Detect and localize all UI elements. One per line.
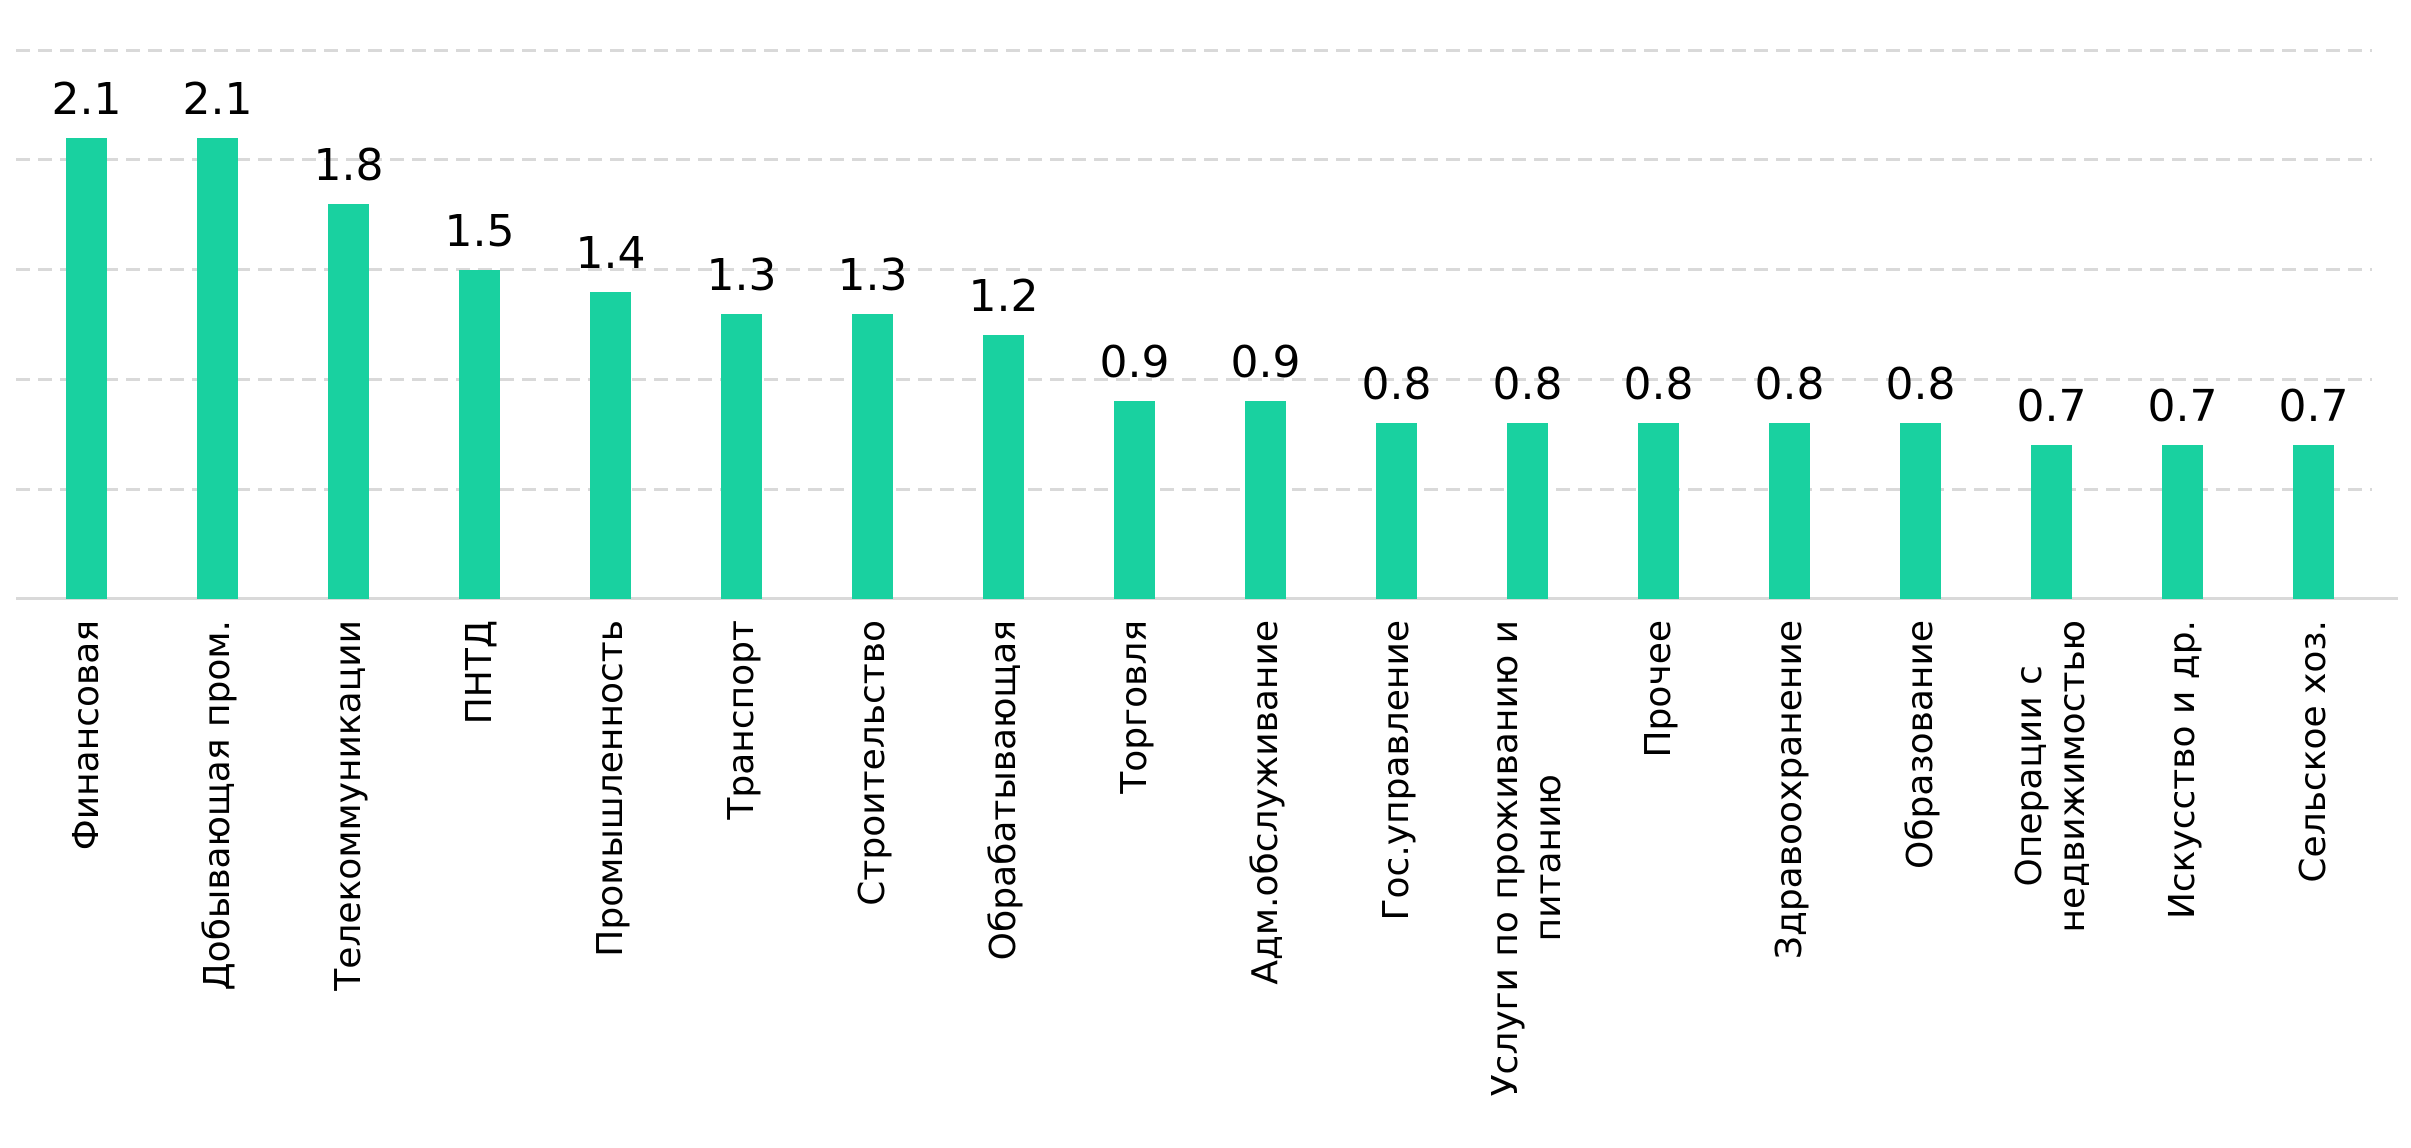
category-label: Торговля: [1113, 620, 1155, 794]
bar-value-label: 0.7: [2278, 380, 2349, 432]
bar: [66, 138, 107, 599]
bar: [1769, 423, 1810, 599]
category-cell: Адм.обслуживание: [1200, 602, 1331, 1148]
category-cell: Образование: [1855, 602, 1986, 1148]
gridline: [16, 158, 2372, 161]
category-cell: Искусство и др.: [2117, 602, 2248, 1148]
category-cell: Транспорт: [676, 602, 807, 1148]
category-cell: Строительство: [807, 602, 938, 1148]
bar: [1245, 401, 1286, 599]
bar-column: 1.3: [807, 0, 938, 599]
bar-value-label: 2.1: [182, 73, 253, 125]
bar-column: 1.5: [414, 0, 545, 599]
category-label: Промышленность: [589, 620, 631, 957]
category-label: ПНТД: [458, 620, 500, 725]
bar-value-label: 0.8: [1623, 358, 1694, 410]
category-label: Финансовая: [65, 620, 107, 851]
category-cell: Услуги по проживанию и питанию: [1462, 602, 1593, 1148]
category-label: Прочее: [1637, 620, 1679, 758]
bar-value-label: 1.4: [575, 227, 646, 279]
category-label: Гос.управление: [1375, 620, 1417, 921]
bar: [2293, 445, 2334, 599]
bar-value-label: 2.1: [51, 73, 122, 125]
bar: [197, 138, 238, 599]
gridline: [16, 268, 2372, 271]
bar-value-label: 1.2: [968, 270, 1039, 322]
category-label: Сельское хоз.: [2292, 620, 2334, 883]
category-cell: Обрабатывающая: [938, 602, 1069, 1148]
bar-column: 0.8: [1462, 0, 1593, 599]
bar-column: 0.7: [2117, 0, 2248, 599]
bar-column: 2.1: [21, 0, 152, 599]
category-cell: Промышленность: [545, 602, 676, 1148]
category-cell: Финансовая: [21, 602, 152, 1148]
bar: [1638, 423, 1679, 599]
category-label: Операции с недвижимостью: [2009, 620, 2094, 933]
bar-column: 1.8: [283, 0, 414, 599]
bar: [1900, 423, 1941, 599]
bar: [852, 314, 893, 599]
bar: [2162, 445, 2203, 599]
bar-column: 0.7: [1986, 0, 2117, 599]
bar-value-label: 1.3: [706, 249, 777, 301]
category-label: Искусство и др.: [2161, 620, 2203, 920]
bar-value-label: 1.3: [837, 249, 908, 301]
bar: [983, 335, 1024, 599]
bar-value-label: 1.8: [313, 139, 384, 191]
bar-column: 2.1: [152, 0, 283, 599]
category-label: Добывающая пром.: [196, 620, 238, 991]
category-cell: Сельское хоз.: [2248, 602, 2379, 1148]
bar: [721, 314, 762, 599]
x-axis-line: [16, 597, 2398, 600]
gridline: [16, 378, 2372, 381]
bar: [590, 292, 631, 599]
bar-value-label: 0.7: [2016, 380, 2087, 432]
category-label: Адм.обслуживание: [1244, 620, 1286, 985]
bar: [459, 270, 500, 599]
bar-value-label: 0.9: [1099, 336, 1170, 388]
category-label: Телекоммуникации: [327, 620, 369, 991]
category-label: Услуги по проживанию и питанию: [1485, 620, 1570, 1097]
category-cell: Операции с недвижимостью: [1986, 602, 2117, 1148]
category-label: Образование: [1899, 620, 1941, 869]
bar-column: 0.8: [1724, 0, 1855, 599]
bar-value-label: 0.8: [1754, 358, 1825, 410]
category-axis: Финансовая Добывающая пром. Телекоммуникац…: [21, 602, 2379, 1148]
bar-column: 0.7: [2248, 0, 2379, 599]
bar-column: 1.3: [676, 0, 807, 599]
bar-column: 0.8: [1593, 0, 1724, 599]
category-label: Транспорт: [720, 620, 762, 820]
category-cell: ПНТД: [414, 602, 545, 1148]
category-cell: Торговля: [1069, 602, 1200, 1148]
bar-column: 1.2: [938, 0, 1069, 599]
bar-column: 1.4: [545, 0, 676, 599]
gridline: [16, 49, 2372, 52]
category-cell: Телекоммуникации: [283, 602, 414, 1148]
bar-value-label: 0.9: [1230, 336, 1301, 388]
category-cell: Прочее: [1593, 602, 1724, 1148]
bar: [1376, 423, 1417, 599]
bar-column: 0.9: [1069, 0, 1200, 599]
bar-value-label: 0.7: [2147, 380, 2218, 432]
bar: [328, 204, 369, 599]
bar-column: 0.8: [1855, 0, 1986, 599]
category-label: Строительство: [851, 620, 893, 906]
category-cell: Здравоохранение: [1724, 602, 1855, 1148]
bar-value-label: 1.5: [444, 205, 515, 257]
category-label: Здравоохранение: [1768, 620, 1810, 960]
category-cell: Гос.управление: [1331, 602, 1462, 1148]
gridline: [16, 488, 2372, 491]
bar-value-label: 0.8: [1492, 358, 1563, 410]
bar-value-label: 0.8: [1361, 358, 1432, 410]
bar: [2031, 445, 2072, 599]
bar-column: 0.8: [1331, 0, 1462, 599]
bar: [1114, 401, 1155, 599]
bar: [1507, 423, 1548, 599]
category-label: Обрабатывающая: [982, 620, 1024, 961]
plot-area: 2.1 2.1 1.8 1.5 1.4 1.3 1.3 1.2 0.9 0.9 0.8 0.8 0.8 0…: [21, 0, 2379, 599]
bar-column: 0.9: [1200, 0, 1331, 599]
bar-value-label: 0.8: [1885, 358, 1956, 410]
category-cell: Добывающая пром.: [152, 602, 283, 1148]
